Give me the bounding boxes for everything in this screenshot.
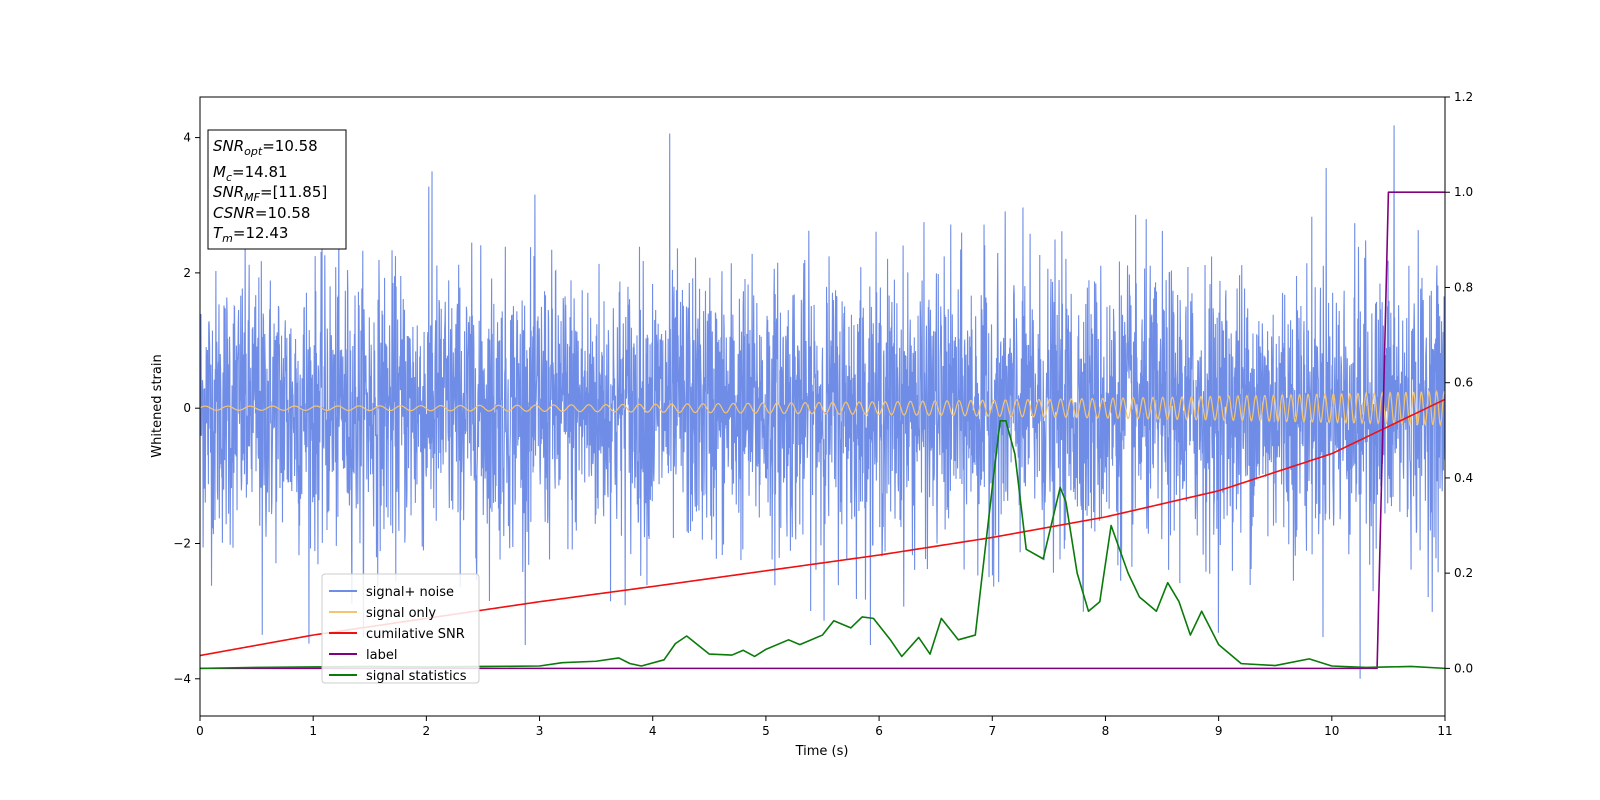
x-tick-label: 6 — [875, 724, 883, 738]
x-tick-label: 0 — [196, 724, 204, 738]
legend-entry: signal only — [366, 606, 436, 621]
info-line: SNRMF=[11.85] — [213, 183, 327, 204]
y2-tick-label: 0.6 — [1454, 376, 1473, 390]
y2-tick-label: 0.0 — [1454, 661, 1473, 675]
x-tick-label: 8 — [1102, 724, 1110, 738]
y-tick-label: 4 — [183, 131, 191, 145]
y-axis-left: 4 2 0 −2 −4 — [173, 131, 200, 686]
info-line: CSNR=10.58 — [213, 204, 310, 222]
y2-tick-label: 1.2 — [1454, 90, 1473, 104]
legend-entry: cumilative SNR — [366, 627, 465, 642]
legend-entry: signal statistics — [366, 669, 467, 684]
y2-tick-label: 0.8 — [1454, 280, 1473, 294]
x-tick-label: 7 — [988, 724, 996, 738]
y2-tick-label: 0.4 — [1454, 471, 1473, 485]
x-tick-label: 9 — [1215, 724, 1223, 738]
legend: signal+ noise signal only cumilative SNR la… — [321, 573, 480, 684]
y-tick-label: −4 — [173, 672, 191, 686]
y-tick-label: 2 — [183, 266, 191, 280]
x-tick-label: 3 — [536, 724, 544, 738]
x-axis-label: Time (s) — [795, 744, 849, 759]
info-line: Mc=14.81 — [213, 163, 288, 184]
y-tick-label: 0 — [183, 401, 191, 415]
series-signal-noise — [200, 125, 1445, 679]
y-axis-right: 1.2 1.0 0.8 0.6 0.4 0.2 0.0 — [1445, 90, 1473, 675]
y2-tick-label: 1.0 — [1454, 185, 1473, 199]
plot-frame — [199, 96, 1446, 717]
y2-tick-label: 0.2 — [1454, 566, 1473, 580]
series-label — [200, 191, 1445, 670]
legend-entry: signal+ noise — [366, 585, 454, 600]
legend-entry: label — [366, 648, 397, 663]
info-line: SNRopt=10.58 — [213, 137, 318, 158]
info-line: Tm=12.43 — [213, 224, 288, 245]
x-tick-label: 5 — [762, 724, 770, 738]
series-signal-statistics — [200, 419, 1445, 670]
x-tick-label: 2 — [423, 724, 431, 738]
x-tick-label: 11 — [1437, 724, 1452, 738]
x-tick-label: 4 — [649, 724, 657, 738]
x-tick-label: 10 — [1324, 724, 1339, 738]
y-axis-label: Whitened strain — [150, 354, 165, 457]
series-signal-only — [200, 389, 1445, 427]
x-axis: 0 1 2 3 4 5 6 7 8 9 10 11 — [196, 716, 1453, 738]
y-tick-label: −2 — [173, 536, 191, 550]
info-box: SNRopt=10.58 Mc=14.81SNRMF=[11.85]CSNR=10… — [207, 129, 347, 250]
x-tick-label: 1 — [309, 724, 317, 738]
